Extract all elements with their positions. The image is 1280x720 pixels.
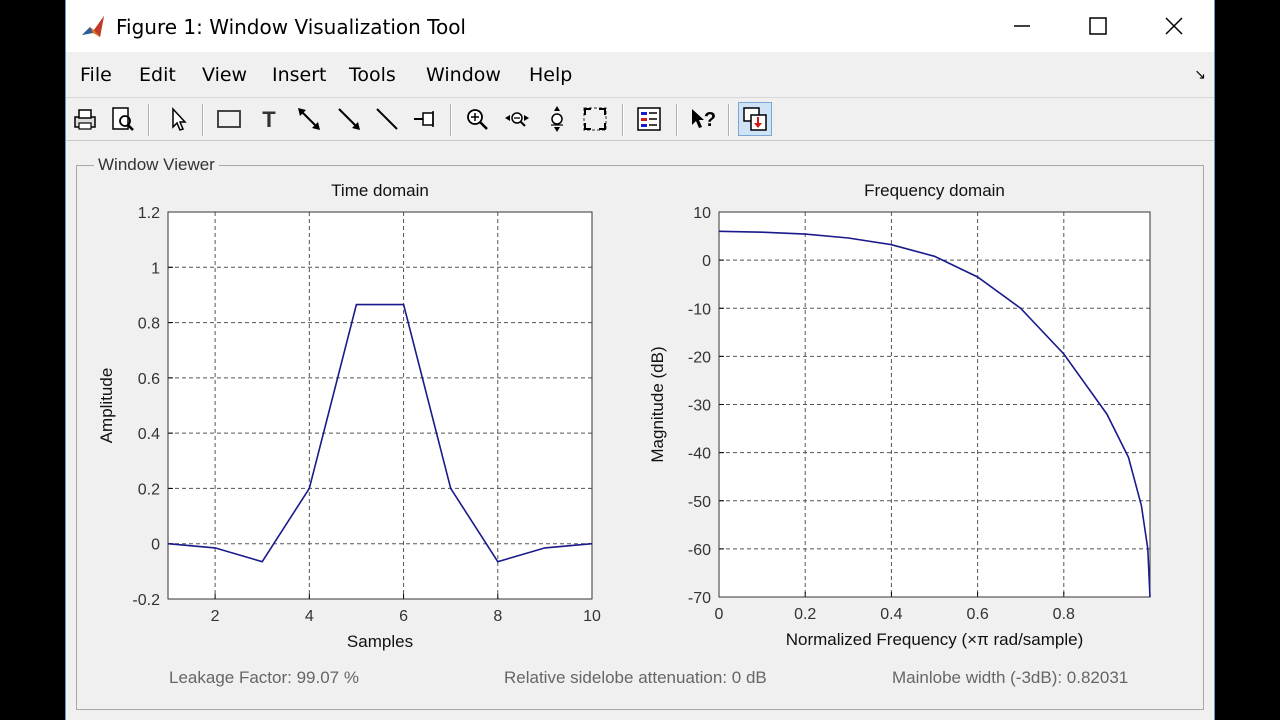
figure-window: Figure 1: Window Visualization Tool File… [65,0,1215,720]
fit-icon [583,107,607,131]
maximize-button[interactable] [1060,0,1136,52]
toolbar-separator [676,104,678,136]
insert-rectangle-button[interactable] [212,102,246,136]
print-button[interactable] [68,102,102,136]
print-icon [74,109,96,130]
whats-this-button[interactable]: ? [686,102,720,136]
pin-icon [414,111,434,127]
mainlobe-width: Mainlobe width (-3dB): 0.82031 [892,668,1129,687]
matlab-logo-icon [82,16,104,37]
insert-arrow-button[interactable] [332,102,366,136]
close-button[interactable] [1136,0,1212,52]
toolbar-separator [728,104,730,136]
close-icon [1165,17,1183,35]
menu-tools[interactable]: Tools [349,64,396,86]
svg-text:?: ? [704,109,716,131]
menu-insert[interactable]: Insert [272,64,327,86]
insert-double-arrow-button[interactable] [292,102,326,136]
insert-text-button[interactable]: T [252,102,286,136]
menu-file[interactable]: File [80,64,112,86]
menu-view[interactable]: View [202,64,248,86]
leakage-factor: Leakage Factor: 99.07 % [169,668,359,687]
zoom-out-button[interactable] [500,102,534,136]
print-preview-icon [112,107,134,131]
insert-line-button[interactable] [370,102,404,136]
select-button[interactable] [162,102,196,136]
menu-window[interactable]: Window [426,64,501,86]
double-arrow-icon [298,108,320,130]
window-title: Figure 1: Window Visualization Tool [116,15,466,39]
menu-edit[interactable]: Edit [139,64,176,86]
zoom-out-icon [505,112,529,127]
toolbar-separator [148,104,150,136]
print-preview-button[interactable] [106,102,140,136]
fit-button[interactable] [578,102,612,136]
sidelobe-attenuation: Relative sidelobe attenuation: 0 dB [504,668,767,687]
menu-help[interactable]: Help [529,64,573,86]
arrow-icon [338,108,360,130]
text-icon: T [262,107,276,132]
legend-button[interactable] [632,102,666,136]
whats-this-icon: ? [692,109,716,131]
window-viewer-panel [76,165,1204,710]
dock-icon [743,107,767,131]
toolbar: T ? [66,97,1214,141]
minimize-icon [1014,25,1030,27]
panel-title: Window Viewer [94,155,219,175]
toolbar-separator [202,104,204,136]
pan-icon [551,106,563,132]
toolbar-separator [450,104,452,136]
zoom-in-icon [467,109,488,130]
minimize-button[interactable] [984,0,1060,52]
title-bar: Figure 1: Window Visualization Tool [66,0,1214,52]
select-arrow-icon [172,107,187,131]
menu-bar: File Edit View Insert Tools Window Help … [66,52,1214,96]
zoom-in-button[interactable] [460,102,494,136]
line-icon [376,108,398,130]
dock-figure-button[interactable] [738,102,772,136]
pan-button[interactable] [540,102,574,136]
toolbar-separator [622,104,624,136]
legend-icon [637,107,661,131]
rectangle-icon [217,110,241,128]
pin-button[interactable] [408,102,442,136]
svg-text:T: T [262,107,276,132]
maximize-icon [1089,17,1107,35]
dock-arrow-icon[interactable]: ↘ [1194,66,1206,82]
